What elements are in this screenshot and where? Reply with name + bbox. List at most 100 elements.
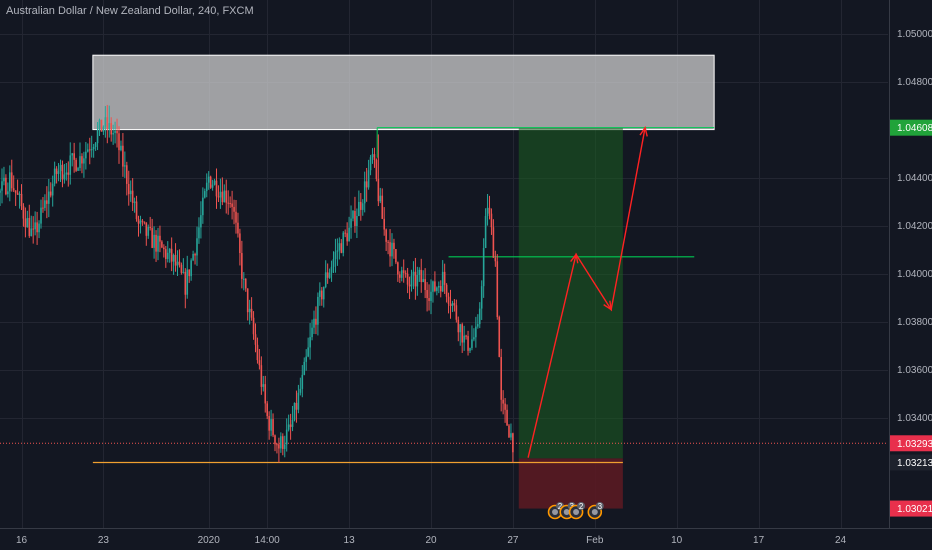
candle[interactable]	[297, 384, 300, 414]
candle[interactable]	[486, 194, 489, 226]
candle[interactable]	[108, 105, 111, 138]
candle[interactable]	[227, 190, 229, 215]
candle[interactable]	[475, 316, 477, 348]
candle[interactable]	[135, 195, 138, 222]
candle[interactable]	[317, 292, 319, 336]
candle[interactable]	[204, 188, 206, 199]
candle[interactable]	[163, 244, 165, 258]
candle[interactable]	[1, 168, 3, 204]
candle[interactable]	[350, 205, 352, 239]
candle[interactable]	[457, 316, 460, 342]
candle[interactable]	[352, 209, 354, 222]
candle[interactable]	[217, 185, 220, 203]
candle[interactable]	[12, 175, 15, 193]
economic-event-icon[interactable]: 2	[568, 502, 586, 520]
candle[interactable]	[42, 197, 44, 213]
candle[interactable]	[379, 187, 382, 204]
candle[interactable]	[280, 432, 282, 453]
candle[interactable]	[40, 199, 42, 229]
candle[interactable]	[5, 174, 7, 196]
candle[interactable]	[461, 322, 463, 353]
candle[interactable]	[383, 207, 385, 236]
candle[interactable]	[330, 260, 333, 282]
candle[interactable]	[51, 175, 54, 207]
candle[interactable]	[213, 178, 216, 186]
candle[interactable]	[36, 211, 38, 245]
candle[interactable]	[244, 278, 247, 292]
candle[interactable]	[32, 216, 34, 244]
candle[interactable]	[282, 433, 284, 456]
candle[interactable]	[410, 269, 413, 292]
candle[interactable]	[38, 220, 40, 239]
candle[interactable]	[75, 157, 77, 172]
candle[interactable]	[65, 163, 68, 181]
candle[interactable]	[48, 178, 50, 218]
candle[interactable]	[424, 268, 426, 299]
candle[interactable]	[264, 375, 267, 413]
candle[interactable]	[428, 284, 430, 311]
candle[interactable]	[176, 250, 179, 277]
candle[interactable]	[246, 288, 249, 321]
candle[interactable]	[463, 325, 465, 351]
candle[interactable]	[432, 280, 434, 303]
candle[interactable]	[83, 151, 85, 178]
candle[interactable]	[276, 442, 278, 454]
candle[interactable]	[367, 159, 370, 190]
candle[interactable]	[404, 270, 407, 278]
candle[interactable]	[147, 224, 150, 239]
candle[interactable]	[7, 182, 9, 198]
candle[interactable]	[235, 200, 237, 234]
candle[interactable]	[209, 175, 212, 189]
candle[interactable]	[361, 199, 364, 216]
candle[interactable]	[184, 268, 187, 309]
candle[interactable]	[510, 423, 512, 441]
candle[interactable]	[20, 184, 23, 211]
candle[interactable]	[488, 195, 491, 220]
candles[interactable]	[0, 62, 514, 463]
candle[interactable]	[90, 135, 93, 158]
candle[interactable]	[120, 140, 122, 152]
candle[interactable]	[385, 228, 387, 251]
candle[interactable]	[239, 228, 241, 266]
candle[interactable]	[504, 398, 506, 423]
candle[interactable]	[153, 226, 155, 259]
candle[interactable]	[402, 259, 405, 283]
candle[interactable]	[129, 180, 132, 202]
candle[interactable]	[315, 306, 317, 335]
candle[interactable]	[387, 239, 389, 255]
candle[interactable]	[248, 299, 251, 325]
candle[interactable]	[256, 337, 259, 364]
candle[interactable]	[334, 238, 337, 273]
candle[interactable]	[161, 240, 163, 249]
candle[interactable]	[139, 215, 142, 234]
candle[interactable]	[59, 159, 62, 182]
candle[interactable]	[233, 199, 235, 225]
candle[interactable]	[365, 167, 368, 202]
candle[interactable]	[262, 375, 265, 392]
candle[interactable]	[182, 258, 185, 274]
candle[interactable]	[371, 148, 374, 164]
candle[interactable]	[321, 287, 323, 306]
candle[interactable]	[492, 219, 495, 258]
candle[interactable]	[414, 257, 417, 300]
candle[interactable]	[3, 166, 5, 186]
candle[interactable]	[494, 250, 497, 267]
candle[interactable]	[71, 152, 73, 167]
candle[interactable]	[283, 435, 286, 458]
candle[interactable]	[322, 286, 325, 308]
candle[interactable]	[229, 196, 231, 208]
candle[interactable]	[96, 122, 99, 151]
candle[interactable]	[16, 179, 19, 195]
candle[interactable]	[340, 239, 343, 254]
candle[interactable]	[484, 208, 487, 249]
candle[interactable]	[375, 158, 378, 182]
candle[interactable]	[211, 179, 214, 191]
candle[interactable]	[200, 201, 202, 239]
candle[interactable]	[49, 182, 52, 198]
projection-path[interactable]	[527, 127, 646, 458]
candle[interactable]	[198, 217, 200, 244]
candle[interactable]	[278, 437, 280, 463]
candle[interactable]	[178, 249, 181, 268]
candle[interactable]	[500, 348, 502, 412]
